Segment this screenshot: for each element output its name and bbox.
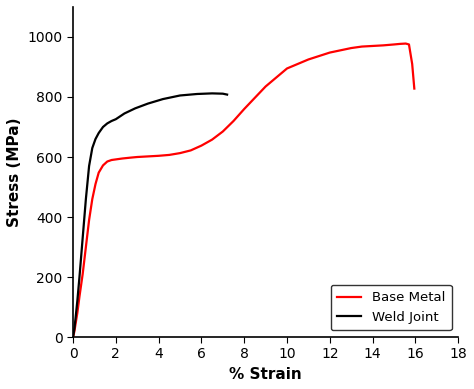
Base Metal: [359, 44, 365, 49]
Base Metal: [92, 182, 98, 186]
Base Metal: [109, 158, 114, 162]
Weld Joint: [132, 106, 138, 111]
Base Metal: [391, 42, 397, 47]
Weld Joint: [104, 121, 110, 126]
Base Metal: [80, 272, 85, 277]
Weld Joint: [145, 101, 151, 106]
Base Metal: [104, 159, 110, 164]
Base Metal: [370, 44, 375, 48]
Weld Joint: [194, 92, 200, 96]
Weld Joint: [224, 92, 230, 97]
Base Metal: [381, 43, 386, 48]
Weld Joint: [71, 331, 76, 336]
Weld Joint: [73, 315, 79, 320]
Base Metal: [74, 311, 80, 315]
Base Metal: [96, 170, 101, 175]
Base Metal: [327, 50, 333, 55]
Weld Joint: [220, 91, 226, 96]
Weld Joint: [96, 131, 101, 135]
Base Metal: [306, 57, 311, 62]
Base Metal: [284, 66, 290, 71]
Base Metal: [398, 42, 403, 46]
Base Metal: [83, 245, 89, 249]
Weld Joint: [86, 164, 92, 168]
Weld Joint: [210, 91, 215, 96]
Base Metal: [71, 332, 76, 337]
Legend: Base Metal, Weld Joint: Base Metal, Weld Joint: [331, 285, 452, 331]
Weld Joint: [177, 93, 183, 98]
Base Metal: [86, 218, 92, 223]
Base Metal: [231, 119, 237, 123]
Base Metal: [411, 86, 417, 91]
Line: Weld Joint: Weld Joint: [73, 93, 227, 337]
Weld Joint: [121, 111, 127, 116]
Base Metal: [188, 148, 193, 153]
Base Metal: [113, 157, 118, 162]
Base Metal: [348, 46, 354, 51]
Base Metal: [210, 137, 215, 142]
Base Metal: [90, 197, 95, 202]
Weld Joint: [70, 335, 76, 340]
Base Metal: [156, 154, 162, 158]
Base Metal: [135, 155, 140, 159]
Base Metal: [177, 151, 183, 156]
Line: Base Metal: Base Metal: [73, 44, 414, 337]
Weld Joint: [109, 119, 114, 123]
Base Metal: [263, 84, 268, 89]
Weld Joint: [72, 325, 77, 330]
Weld Joint: [113, 117, 118, 121]
Base Metal: [403, 41, 409, 46]
Base Metal: [70, 335, 76, 340]
Base Metal: [166, 152, 172, 157]
Weld Joint: [77, 275, 82, 279]
Base Metal: [220, 129, 226, 134]
Weld Joint: [74, 299, 80, 303]
Weld Joint: [160, 97, 166, 102]
Base Metal: [72, 328, 77, 333]
Base Metal: [100, 163, 106, 168]
Base Metal: [77, 294, 82, 299]
X-axis label: % Strain: % Strain: [229, 367, 302, 382]
Base Metal: [73, 321, 79, 326]
Weld Joint: [80, 236, 85, 240]
Weld Joint: [100, 124, 106, 129]
Weld Joint: [83, 197, 89, 202]
Base Metal: [410, 61, 415, 66]
Base Metal: [199, 143, 204, 148]
Weld Joint: [92, 137, 98, 141]
Y-axis label: Stress (MPa): Stress (MPa): [7, 117, 22, 227]
Base Metal: [406, 42, 412, 47]
Base Metal: [241, 107, 247, 111]
Base Metal: [145, 154, 151, 159]
Weld Joint: [90, 145, 95, 150]
Base Metal: [119, 156, 125, 161]
Base Metal: [128, 155, 134, 160]
